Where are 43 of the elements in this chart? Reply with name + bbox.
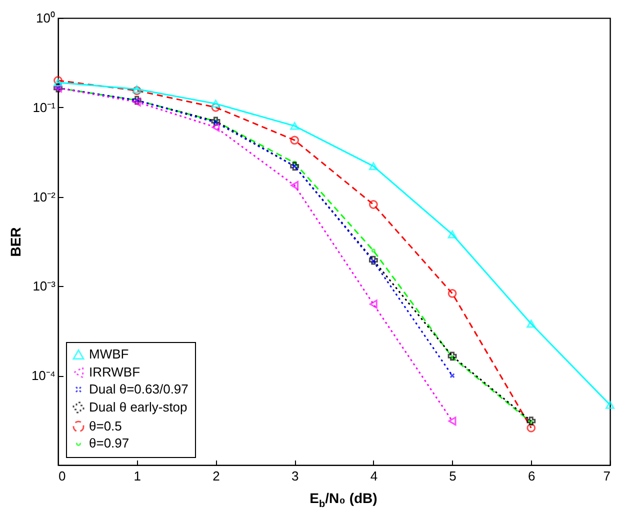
x-tick-label: 7 (603, 468, 610, 484)
point (368, 200, 378, 209)
point (369, 300, 378, 309)
x-tick-label: 3 (291, 468, 299, 484)
x-tick-label: 4 (370, 468, 378, 484)
x-axis-title: E$_{b}$/N₀ (dB) (308, 490, 378, 510)
point (368, 162, 378, 170)
point (526, 320, 536, 328)
point (448, 288, 457, 298)
x-tick-label: 5 (449, 468, 456, 484)
x-tick-label: 2 (212, 468, 220, 484)
y-tick-label: 10⁰ (36, 10, 56, 26)
point (211, 102, 220, 112)
y-tick-label: 10⁻² (32, 189, 56, 204)
point (371, 248, 376, 253)
point (526, 423, 536, 432)
legend-label: θ=0.97 (89, 436, 130, 450)
point (448, 416, 456, 426)
point (606, 400, 614, 409)
x-tick-label: 6 (528, 468, 536, 484)
y-tick-label: 10⁻⁴ (31, 368, 56, 384)
point (448, 230, 457, 238)
point (212, 122, 220, 132)
legend-label: Dual θ=0.63/0.97 (89, 382, 188, 396)
point (448, 352, 457, 361)
point (290, 180, 299, 190)
point (526, 416, 536, 426)
point (211, 100, 220, 108)
point (211, 116, 220, 126)
point (290, 136, 300, 145)
y-tick-label: 10⁻¹ (32, 100, 56, 115)
x-tick-label: 0 (58, 468, 66, 484)
y-tick-label: 10⁻³ (32, 278, 56, 294)
point (368, 256, 378, 265)
legend-label: MWBF (89, 346, 129, 362)
point (54, 78, 62, 86)
y-axis-title: BER (7, 227, 24, 257)
point (450, 372, 455, 378)
x-tick-label: 1 (134, 468, 141, 484)
legend-label: Dual θ early-stop (89, 400, 188, 414)
legend-label: θ=0.5 (89, 418, 122, 434)
legend-label: IRRWBF (89, 364, 140, 380)
point (290, 122, 300, 130)
